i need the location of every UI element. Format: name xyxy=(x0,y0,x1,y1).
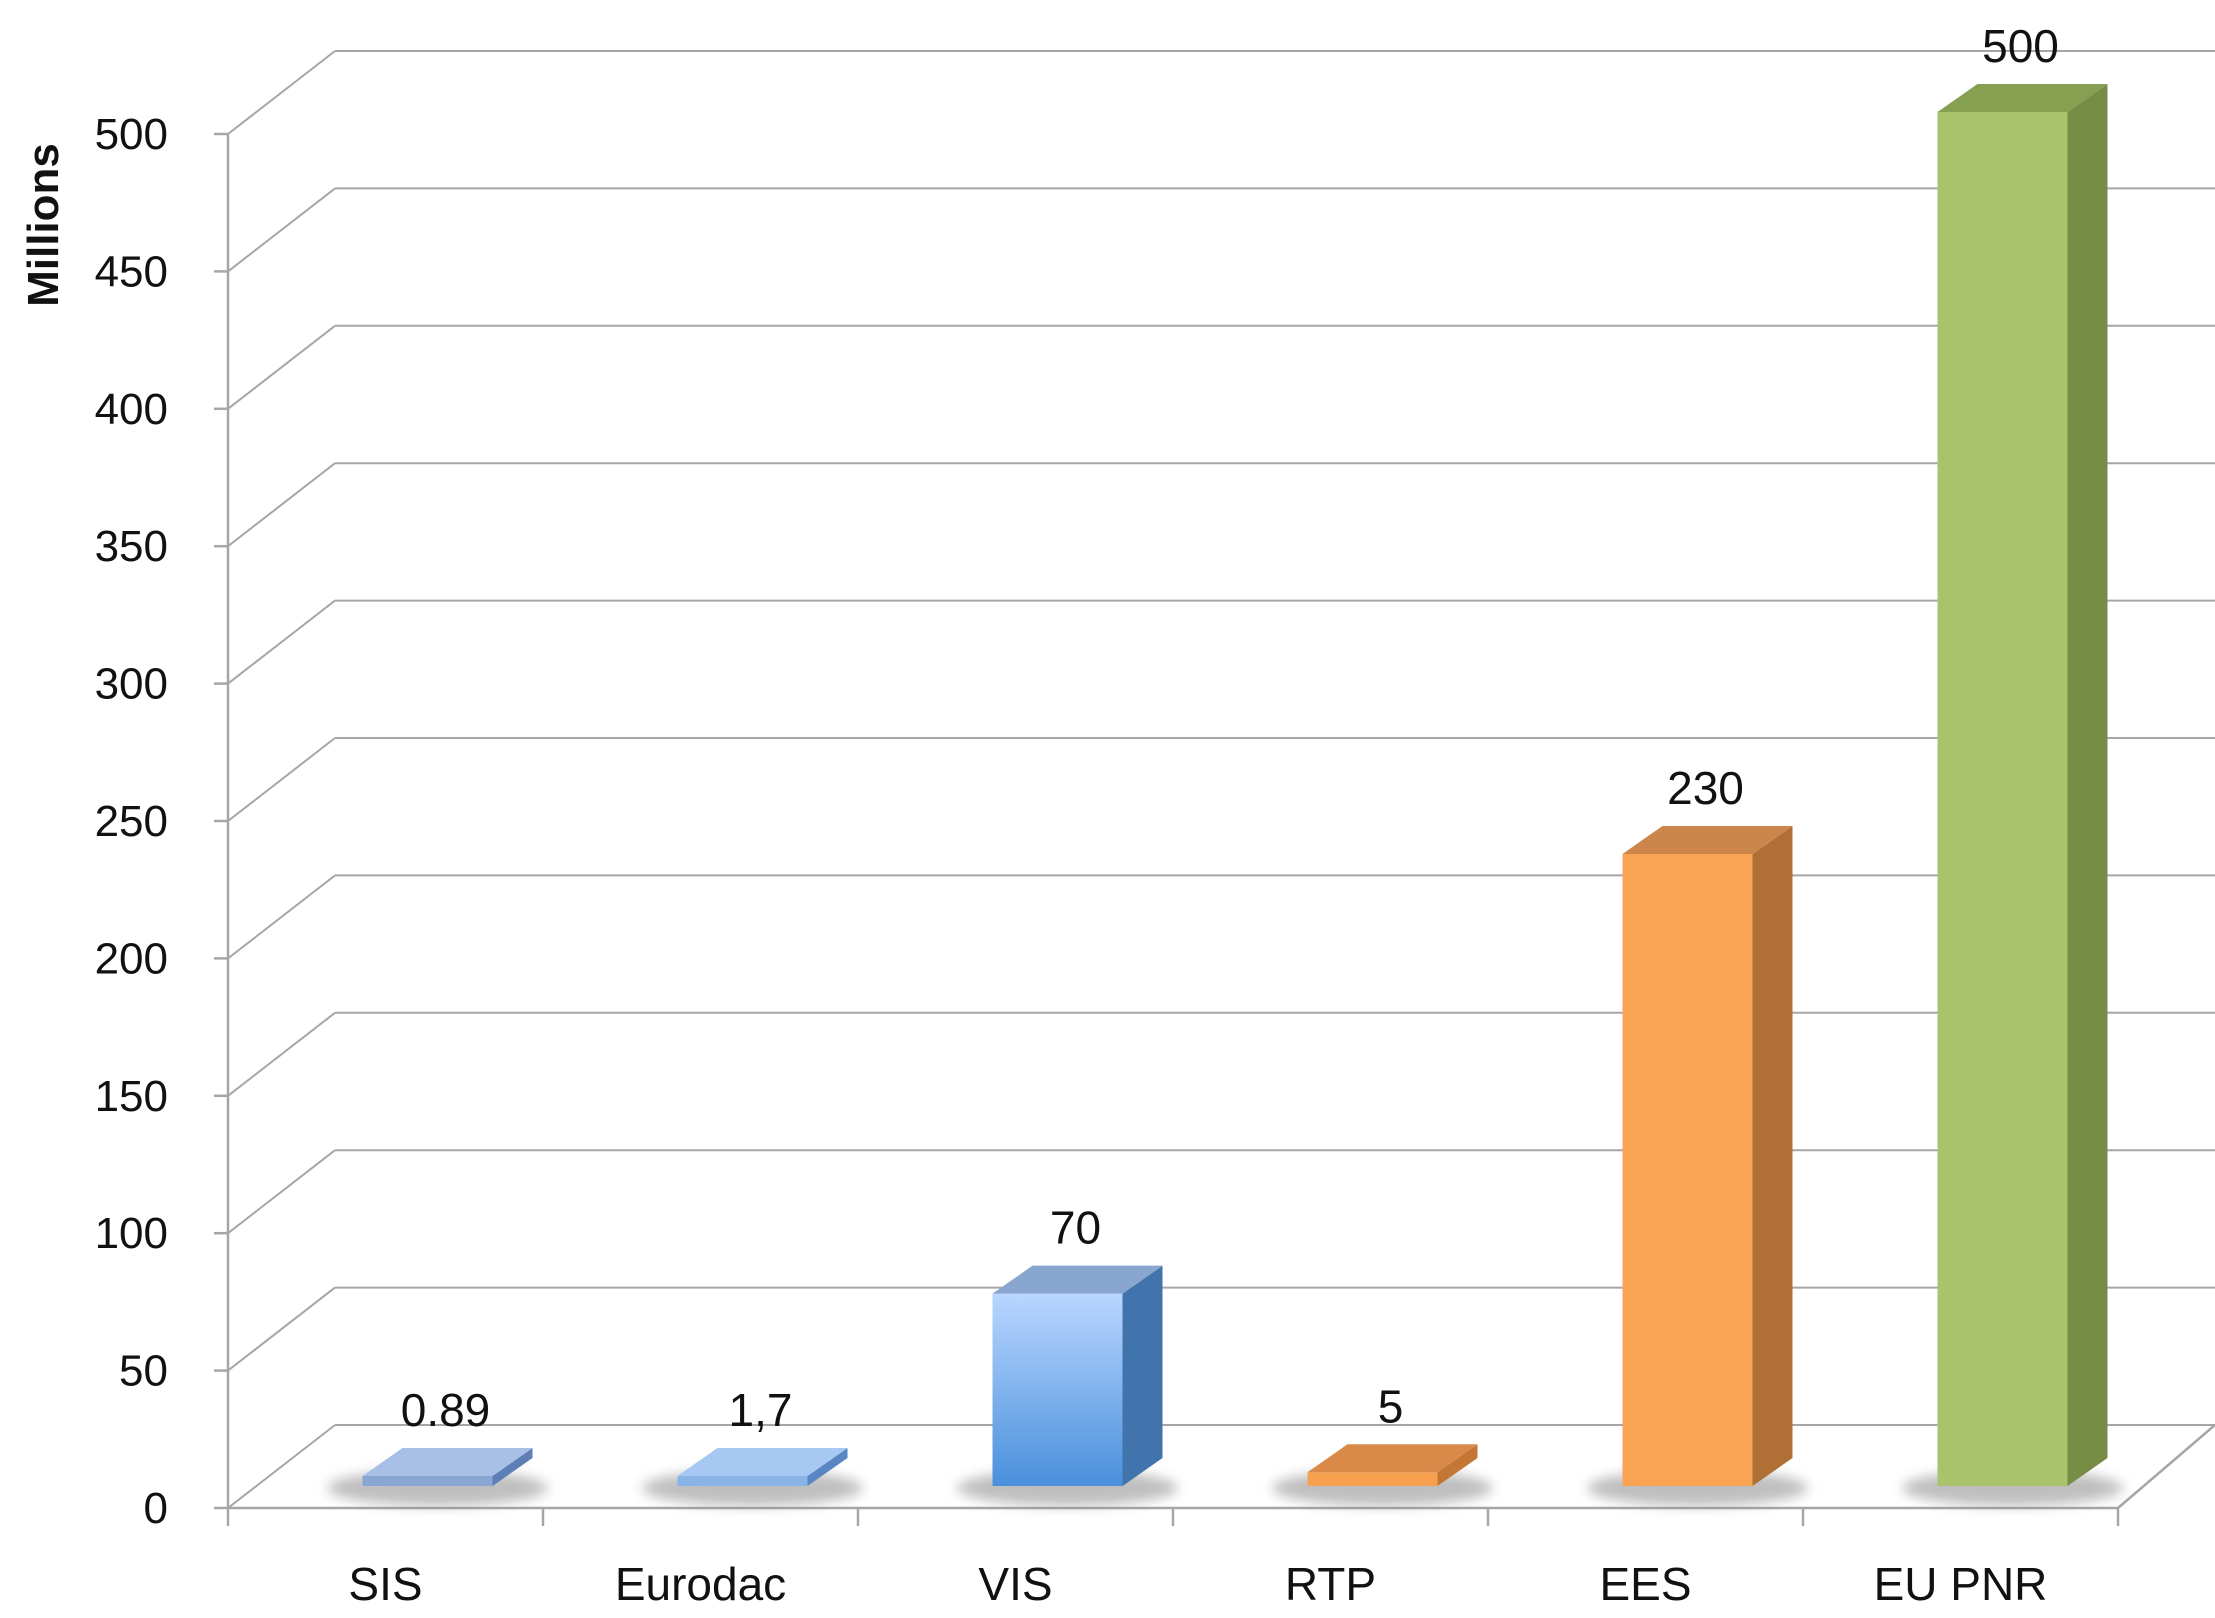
gridline-side xyxy=(227,187,336,273)
bar xyxy=(677,1476,808,1486)
gridline-side xyxy=(227,325,336,410)
x-tick-label: Eurodac xyxy=(615,1558,786,1610)
y-tick-label: 150 xyxy=(95,1072,168,1121)
y-axis-title: Millions xyxy=(19,143,68,307)
y-tick-label: 100 xyxy=(95,1209,168,1258)
data-label: 70 xyxy=(1050,1202,1101,1254)
data-label: 1,7 xyxy=(729,1384,793,1436)
data-label: 0.89 xyxy=(401,1384,491,1436)
bar xyxy=(1307,1472,1438,1486)
bar-top xyxy=(362,1448,533,1476)
y-tick-label: 200 xyxy=(95,934,168,983)
bar-side xyxy=(2067,84,2108,1486)
data-label: 500 xyxy=(1982,20,2059,72)
bar xyxy=(362,1476,493,1486)
bars xyxy=(327,84,2123,1506)
x-tick-label: SIS xyxy=(348,1558,422,1610)
bar-side xyxy=(807,1448,848,1486)
x-tick-label: EES xyxy=(1599,1558,1691,1610)
labels: 0 50 100 150 200 250 300 350 400 450 500 0.89 SIS 1,7… xyxy=(95,20,2059,1610)
bar-side xyxy=(1752,825,1793,1486)
gridline-side xyxy=(227,1286,336,1372)
gridline-side xyxy=(227,50,336,135)
bar-side xyxy=(1437,1444,1478,1486)
bar xyxy=(992,1293,1123,1486)
bar-top xyxy=(677,1448,848,1476)
y-tick-label: 450 xyxy=(95,247,168,296)
x-tick-label: EU PNR xyxy=(1874,1558,2048,1610)
gridline-side xyxy=(227,1012,336,1097)
gridline-side xyxy=(227,737,336,822)
y-tick-label: 300 xyxy=(95,660,168,709)
bar-top xyxy=(1937,84,2108,112)
bar-side xyxy=(492,1448,533,1486)
gridline-side xyxy=(227,1149,336,1234)
bar xyxy=(1622,853,1753,1486)
bar-side xyxy=(1122,1265,1163,1486)
x-axis-side-line xyxy=(2117,1424,2215,1509)
data-label: 230 xyxy=(1667,762,1744,814)
axes xyxy=(214,132,2215,1526)
gridline-side xyxy=(227,599,336,685)
x-tick-label: VIS xyxy=(978,1558,1052,1610)
y-tick-label: 350 xyxy=(95,522,168,571)
y-tick-label: 0 xyxy=(144,1484,168,1533)
y-tick-label: 400 xyxy=(95,385,168,434)
bar-top xyxy=(992,1265,1163,1294)
gridlines xyxy=(227,50,2215,1509)
gridline-side xyxy=(227,1424,336,1509)
bar xyxy=(1937,112,2068,1486)
y-tick-label: 50 xyxy=(119,1347,168,1396)
x-tick-label: RTP xyxy=(1285,1558,1376,1610)
bar-top xyxy=(1307,1444,1478,1473)
gridline-side xyxy=(227,462,336,547)
y-tick-label: 250 xyxy=(95,797,168,846)
gridline-side xyxy=(227,874,336,960)
y-tick-label: 500 xyxy=(95,110,168,159)
data-label: 5 xyxy=(1378,1380,1404,1432)
bar-top xyxy=(1622,825,1793,854)
